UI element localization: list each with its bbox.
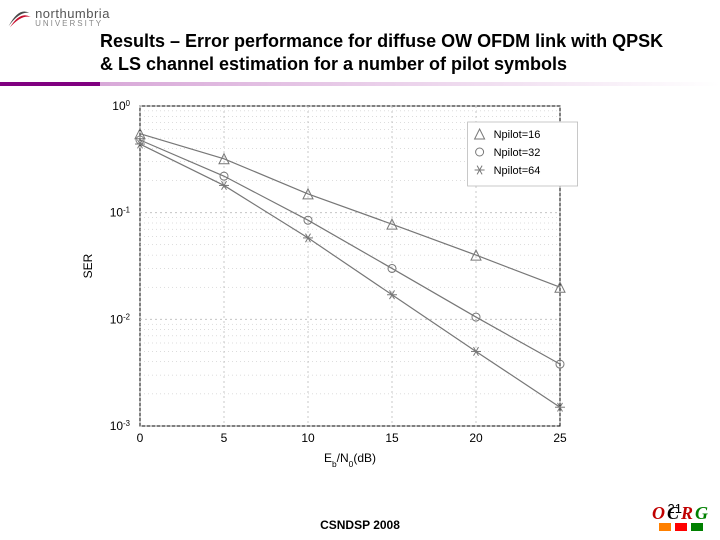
svg-text:10-2: 10-2: [110, 312, 130, 327]
svg-text:Npilot=16: Npilot=16: [494, 129, 541, 141]
svg-text:0: 0: [137, 431, 144, 445]
svg-text:10-3: 10-3: [110, 419, 130, 434]
title-underline: [0, 82, 720, 88]
footer-conference: CSNDSP 2008: [0, 518, 720, 532]
svg-text:5: 5: [221, 431, 228, 445]
footer-ocrg: OCRG: [652, 503, 710, 534]
svg-text:Npilot=32: Npilot=32: [494, 147, 541, 159]
logo-swoosh-icon: [6, 4, 32, 30]
svg-text:15: 15: [385, 431, 399, 445]
svg-text:10-1: 10-1: [110, 205, 130, 220]
university-logo: northumbria UNIVERSITY: [6, 4, 110, 30]
logo-sub: UNIVERSITY: [35, 20, 110, 28]
svg-text:100: 100: [112, 99, 130, 114]
svg-text:Eb/N0(dB): Eb/N0(dB): [324, 451, 376, 469]
svg-text:25: 25: [553, 431, 567, 445]
svg-text:10: 10: [301, 431, 315, 445]
slide-title: Results – Error performance for diffuse …: [100, 30, 680, 75]
svg-text:Npilot=64: Npilot=64: [494, 165, 541, 177]
ocrg-text: OCRG: [652, 503, 710, 524]
ocrg-blocks-icon: [652, 522, 710, 534]
svg-text:20: 20: [469, 431, 483, 445]
ser-chart: 0 5 10 15 20 25 100 10-1 10-2 10-3 Eb/N0(dB) SER Npi…: [70, 96, 650, 476]
logo-text: northumbria UNIVERSITY: [35, 7, 110, 28]
svg-text:SER: SER: [81, 253, 95, 278]
